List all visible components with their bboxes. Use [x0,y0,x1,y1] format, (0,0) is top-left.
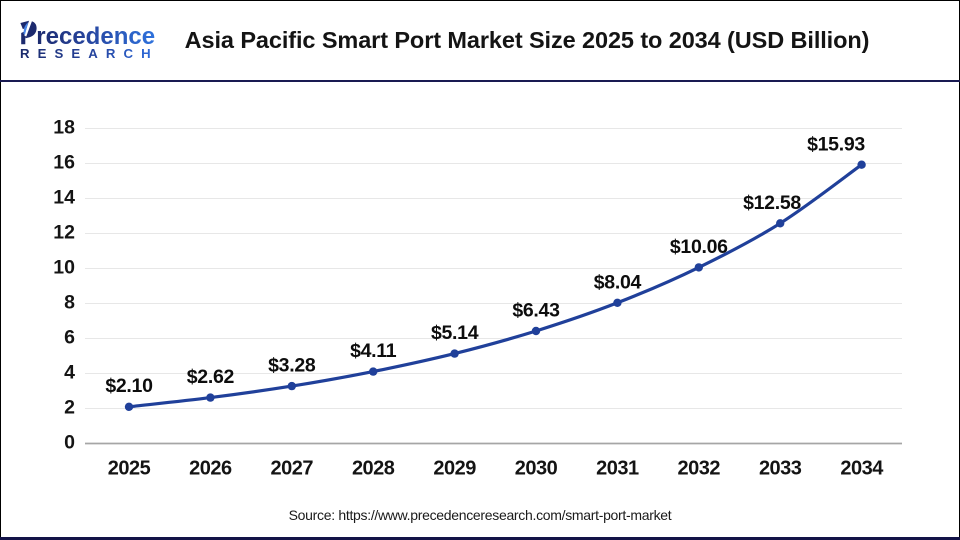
svg-text:$8.04: $8.04 [594,272,642,294]
svg-text:$12.58: $12.58 [743,192,801,214]
svg-text:$5.14: $5.14 [431,322,479,344]
svg-text:6: 6 [64,327,75,349]
svg-text:$6.43: $6.43 [512,300,560,322]
svg-text:8: 8 [64,292,75,314]
svg-text:$3.28: $3.28 [268,355,316,377]
svg-text:2027: 2027 [271,458,314,480]
svg-text:12: 12 [53,222,75,244]
svg-text:2: 2 [64,397,75,419]
svg-text:0: 0 [64,432,75,454]
svg-text:$2.62: $2.62 [187,366,235,388]
svg-text:10: 10 [53,257,75,279]
svg-text:18: 18 [53,117,75,139]
svg-text:2033: 2033 [759,458,802,480]
svg-text:$10.06: $10.06 [670,236,728,258]
svg-text:$2.10: $2.10 [105,375,153,397]
svg-text:2030: 2030 [515,458,558,480]
svg-text:16: 16 [53,152,75,174]
svg-text:4: 4 [64,362,75,384]
svg-text:recedence: recedence [36,23,155,50]
svg-text:2031: 2031 [596,458,639,480]
svg-text:$15.93: $15.93 [807,134,865,156]
svg-text:2034: 2034 [840,458,884,480]
svg-text:2032: 2032 [678,458,721,480]
svg-text:14: 14 [53,187,75,209]
svg-text:$4.11: $4.11 [350,340,397,362]
svg-text:2025: 2025 [108,458,151,480]
svg-text:RESEARCH: RESEARCH [20,46,159,61]
svg-text:2029: 2029 [433,458,476,480]
svg-text:2028: 2028 [352,458,395,480]
svg-text:2026: 2026 [189,458,232,480]
